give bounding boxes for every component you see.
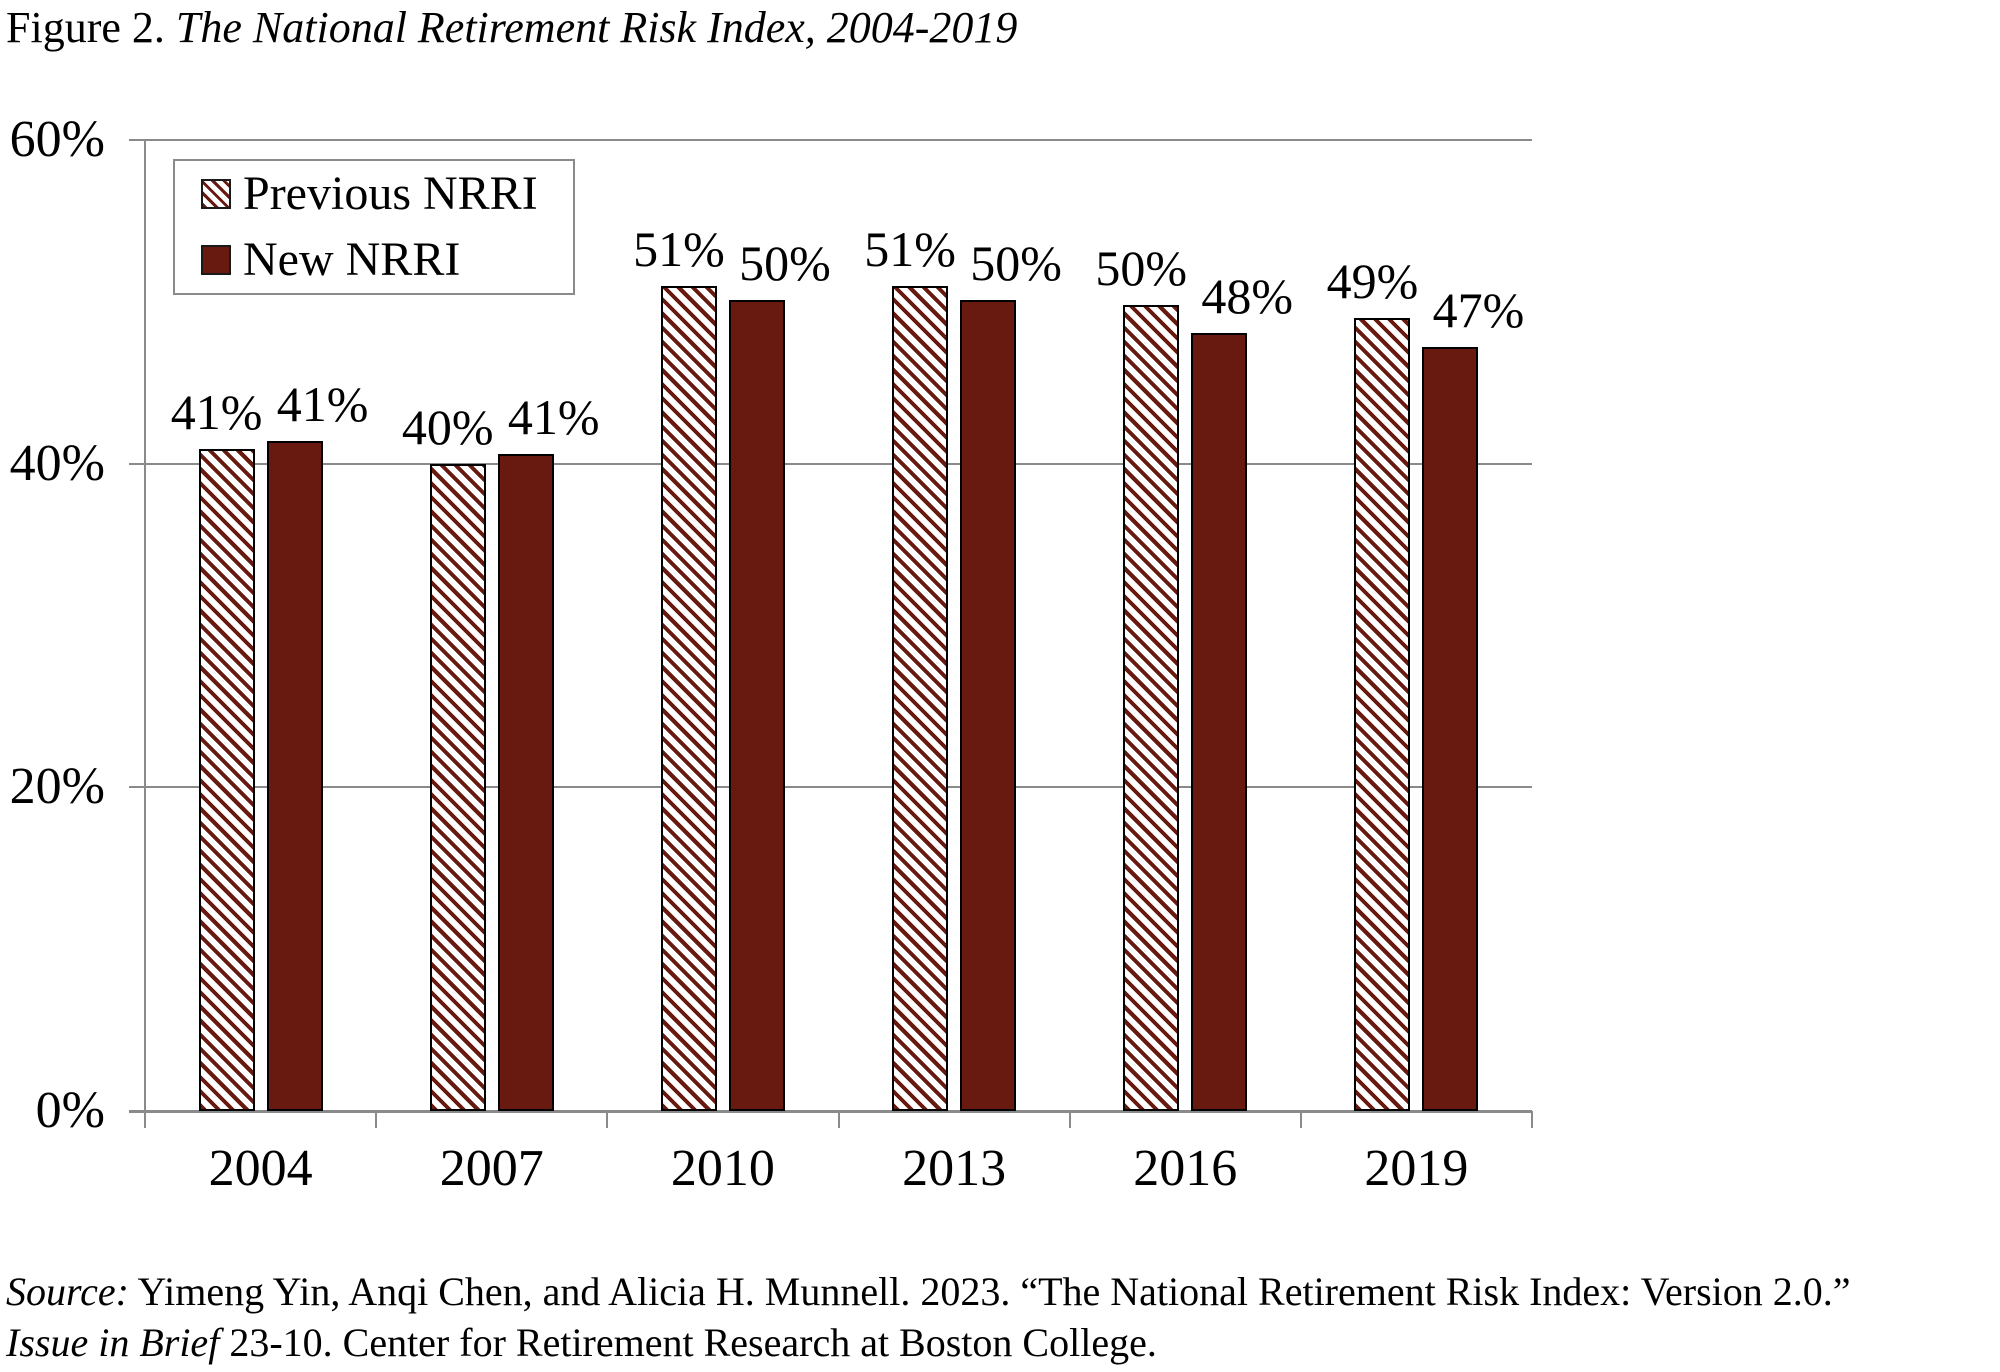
x-axis-tick-3: [837, 1111, 840, 1128]
x-axis-label-2019: 2019: [1364, 1140, 1469, 1197]
bar-new-nrri-2013: [960, 300, 1017, 1111]
x-axis-label-2004: 2004: [208, 1140, 313, 1197]
y-axis-tick-60: [129, 139, 145, 141]
bar-value-label-new-nrri-2016: 48%: [1201, 267, 1294, 324]
bar-value-label-new-nrri-2019: 47%: [1432, 282, 1525, 339]
solid-swatch-icon: [201, 245, 231, 275]
bar-value-label-previous-nrri-2019: 49%: [1326, 253, 1419, 310]
x-axis-label-2007: 2007: [439, 1140, 544, 1197]
source-note: Source: Yimeng Yin, Anqi Chen, and Alici…: [6, 1266, 1851, 1368]
bar-value-label-new-nrri-2007: 41%: [507, 388, 600, 445]
legend-label-previous-nrri: Previous NRRI: [243, 167, 538, 220]
y-axis-label-40: 40%: [9, 434, 105, 492]
legend-label-new-nrri: New NRRI: [243, 233, 461, 286]
legend: Previous NRRI New NRRI: [173, 159, 575, 295]
legend-item-previous-nrri: Previous NRRI: [201, 168, 573, 220]
x-axis-tick-4: [1068, 1111, 1071, 1128]
bar-new-nrri-2010: [728, 300, 785, 1111]
bar-value-label-previous-nrri-2016: 50%: [1095, 240, 1188, 297]
bar-previous-nrri-2007: [429, 463, 486, 1111]
gridline-40: [145, 462, 1532, 465]
y-axis-label-0: 0%: [35, 1082, 105, 1139]
bar-previous-nrri-2010: [660, 285, 717, 1111]
figure-title-italic: The National Retirement Risk Index, 2004…: [175, 3, 1018, 52]
x-axis-label-2016: 2016: [1133, 1140, 1238, 1197]
bar-previous-nrri-2016: [1123, 305, 1180, 1111]
bar-previous-nrri-2019: [1354, 318, 1411, 1111]
bar-value-label-previous-nrri-2010: 51%: [633, 220, 725, 277]
gridline-60: [145, 139, 1532, 141]
source-label: Source:: [6, 1269, 129, 1314]
y-axis-label-20: 20%: [9, 758, 105, 816]
x-axis-tick-2: [606, 1111, 609, 1128]
hatched-pattern-swatch-icon: [201, 179, 231, 209]
bar-new-nrri-2007: [497, 453, 554, 1111]
legend-item-new-nrri: New NRRI: [201, 234, 573, 286]
y-axis-tick-40: [129, 462, 145, 465]
source-line2-text: 23-10. Center for Retirement Research at…: [219, 1320, 1157, 1365]
bar-value-label-previous-nrri-2004: 41%: [170, 384, 263, 441]
bar-value-label-new-nrri-2004: 41%: [276, 376, 369, 432]
y-axis-label-60: 60%: [9, 111, 105, 168]
x-axis-tick-6: [1531, 1111, 1533, 1128]
x-axis-line: [129, 1110, 1532, 1113]
source-line1-text: Yimeng Yin, Anqi Chen, and Alicia H. Mun…: [128, 1269, 1851, 1314]
bar-value-label-new-nrri-2010: 50%: [739, 235, 831, 292]
bar-new-nrri-2016: [1191, 332, 1248, 1111]
bar-value-label-new-nrri-2013: 50%: [970, 235, 1062, 292]
y-axis-line: [144, 140, 146, 1128]
bar-new-nrri-2004: [266, 441, 323, 1111]
x-axis-label-2013: 2013: [902, 1140, 1007, 1197]
x-axis-tick-1: [375, 1111, 378, 1128]
y-axis-tick-20: [129, 786, 145, 789]
bar-new-nrri-2019: [1422, 347, 1479, 1111]
figure-title: Figure 2. The National Retirement Risk I…: [6, 2, 1017, 53]
bar-value-label-previous-nrri-2013: 51%: [864, 220, 956, 277]
bar-previous-nrri-2004: [198, 449, 255, 1111]
bar-previous-nrri-2013: [892, 285, 949, 1111]
x-axis-label-2010: 2010: [670, 1140, 775, 1197]
bar-value-label-previous-nrri-2007: 40%: [401, 398, 494, 455]
figure-title-prefix: Figure 2.: [6, 3, 176, 52]
source-line2-italic: Issue in Brief: [6, 1320, 220, 1365]
gridline-20: [145, 786, 1532, 789]
x-axis-tick-5: [1299, 1111, 1302, 1128]
